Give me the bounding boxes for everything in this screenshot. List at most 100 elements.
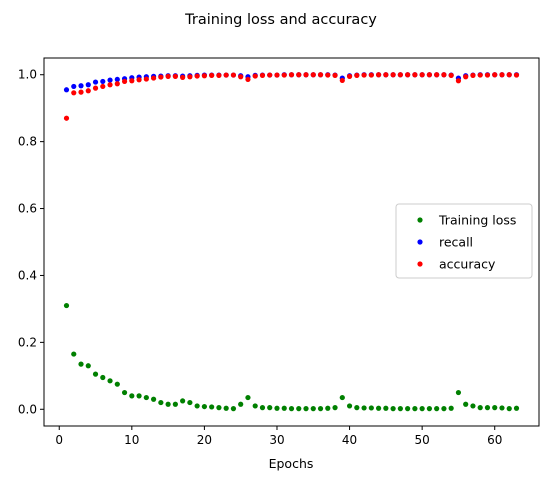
accuracy-point	[230, 72, 237, 78]
training-loss-point	[448, 405, 454, 411]
accuracy-point	[71, 90, 77, 96]
training-loss-point	[216, 405, 222, 411]
recall-point	[100, 78, 106, 85]
accuracy-point	[223, 72, 229, 78]
accuracy-point	[194, 73, 200, 79]
y-axis: 0.0 0.2 0.4 0.6 0.8 1.0	[18, 68, 44, 416]
training-loss-point	[92, 371, 99, 377]
training-loss-point	[405, 406, 411, 412]
accuracy-point	[158, 74, 164, 80]
accuracy-point	[492, 72, 498, 78]
accuracy-point	[172, 73, 178, 79]
accuracy-point	[187, 74, 193, 80]
x-tick-label: 60	[487, 433, 502, 447]
training-loss-point	[274, 405, 280, 411]
training-loss-point	[492, 405, 498, 411]
training-loss-point	[201, 403, 208, 410]
training-loss-point	[288, 406, 295, 412]
training-loss-point	[267, 405, 273, 411]
accuracy-point	[506, 72, 512, 78]
training-loss-point	[441, 406, 447, 412]
accuracy-point	[448, 72, 454, 78]
x-axis-label: Epochs	[269, 456, 314, 471]
recall-point	[71, 83, 77, 90]
training-loss-point	[325, 405, 331, 411]
training-loss-point	[143, 394, 149, 401]
training-loss-point	[158, 399, 164, 406]
accuracy-point	[434, 72, 440, 78]
accuracy-point	[361, 72, 367, 78]
x-tick-label: 50	[415, 433, 430, 447]
training-loss-point	[390, 406, 396, 412]
y-tick-label: 1.0	[18, 68, 37, 82]
accuracy-point	[354, 72, 360, 78]
recall-point	[78, 83, 84, 89]
accuracy-point	[463, 74, 469, 80]
training-loss-point	[129, 393, 135, 399]
training-loss-point	[245, 394, 251, 401]
accuracy-point	[252, 73, 258, 79]
training-loss-point	[354, 405, 360, 411]
y-tick-label: 0.0	[18, 402, 37, 416]
training-loss-point	[368, 405, 374, 411]
accuracy-point	[339, 77, 345, 84]
accuracy-point	[426, 72, 433, 78]
y-tick-label: 0.6	[18, 202, 37, 216]
training-loss-point	[499, 405, 505, 411]
accuracy-point	[150, 75, 157, 81]
accuracy-point	[296, 72, 302, 78]
accuracy-point	[419, 72, 425, 78]
accuracy-point	[513, 72, 520, 78]
training-loss-point	[303, 406, 309, 412]
recall-point	[92, 79, 99, 85]
accuracy-point	[114, 81, 120, 87]
accuracy-point	[201, 73, 208, 79]
training-loss-point	[230, 406, 237, 412]
training-loss-point	[434, 406, 440, 412]
y-tick-label: 0.8	[18, 135, 37, 149]
training-loss-point	[114, 381, 120, 387]
training-loss-point	[332, 405, 338, 411]
x-axis: 0 10 20 30 40 50 60	[55, 426, 502, 447]
accuracy-point	[288, 72, 295, 78]
accuracy-point	[470, 72, 476, 78]
training-loss-point	[296, 406, 302, 412]
legend-label-training-loss: Training loss	[438, 213, 516, 228]
training-loss-point	[259, 405, 266, 411]
accuracy-point	[455, 78, 462, 84]
training-loss-point	[180, 398, 186, 404]
training-loss-point	[187, 399, 193, 406]
recall-point	[107, 77, 113, 83]
training-loss-point	[238, 401, 244, 407]
recall-point	[63, 87, 70, 93]
accuracy-point	[100, 83, 106, 90]
training-loss-point	[361, 405, 367, 411]
accuracy-point	[216, 72, 222, 78]
training-loss-point	[78, 361, 84, 367]
accuracy-point	[267, 72, 273, 78]
training-loss-point	[107, 378, 113, 384]
training-loss-point	[426, 406, 433, 412]
accuracy-point	[368, 72, 374, 78]
training-loss-point	[63, 302, 70, 309]
legend-frame	[395, 203, 533, 279]
y-tick-label: 0.2	[18, 335, 37, 349]
training-loss-point	[223, 405, 229, 411]
accuracy-point	[245, 76, 251, 83]
training-loss-point	[194, 403, 200, 409]
training-loss-point	[71, 351, 77, 357]
accuracy-point	[281, 72, 287, 78]
legend-marker-recall	[417, 239, 423, 245]
x-tick-label: 20	[197, 433, 212, 447]
training-loss-point	[136, 393, 142, 399]
legend: Training loss recall accuracy	[395, 203, 533, 279]
accuracy-point	[390, 72, 396, 78]
accuracy-point	[129, 78, 135, 84]
training-loss-point	[383, 405, 389, 411]
accuracy-point	[317, 72, 324, 78]
x-tick-label: 40	[342, 433, 357, 447]
accuracy-point	[332, 72, 338, 78]
data-points	[63, 72, 520, 412]
x-tick-label: 30	[269, 433, 284, 447]
